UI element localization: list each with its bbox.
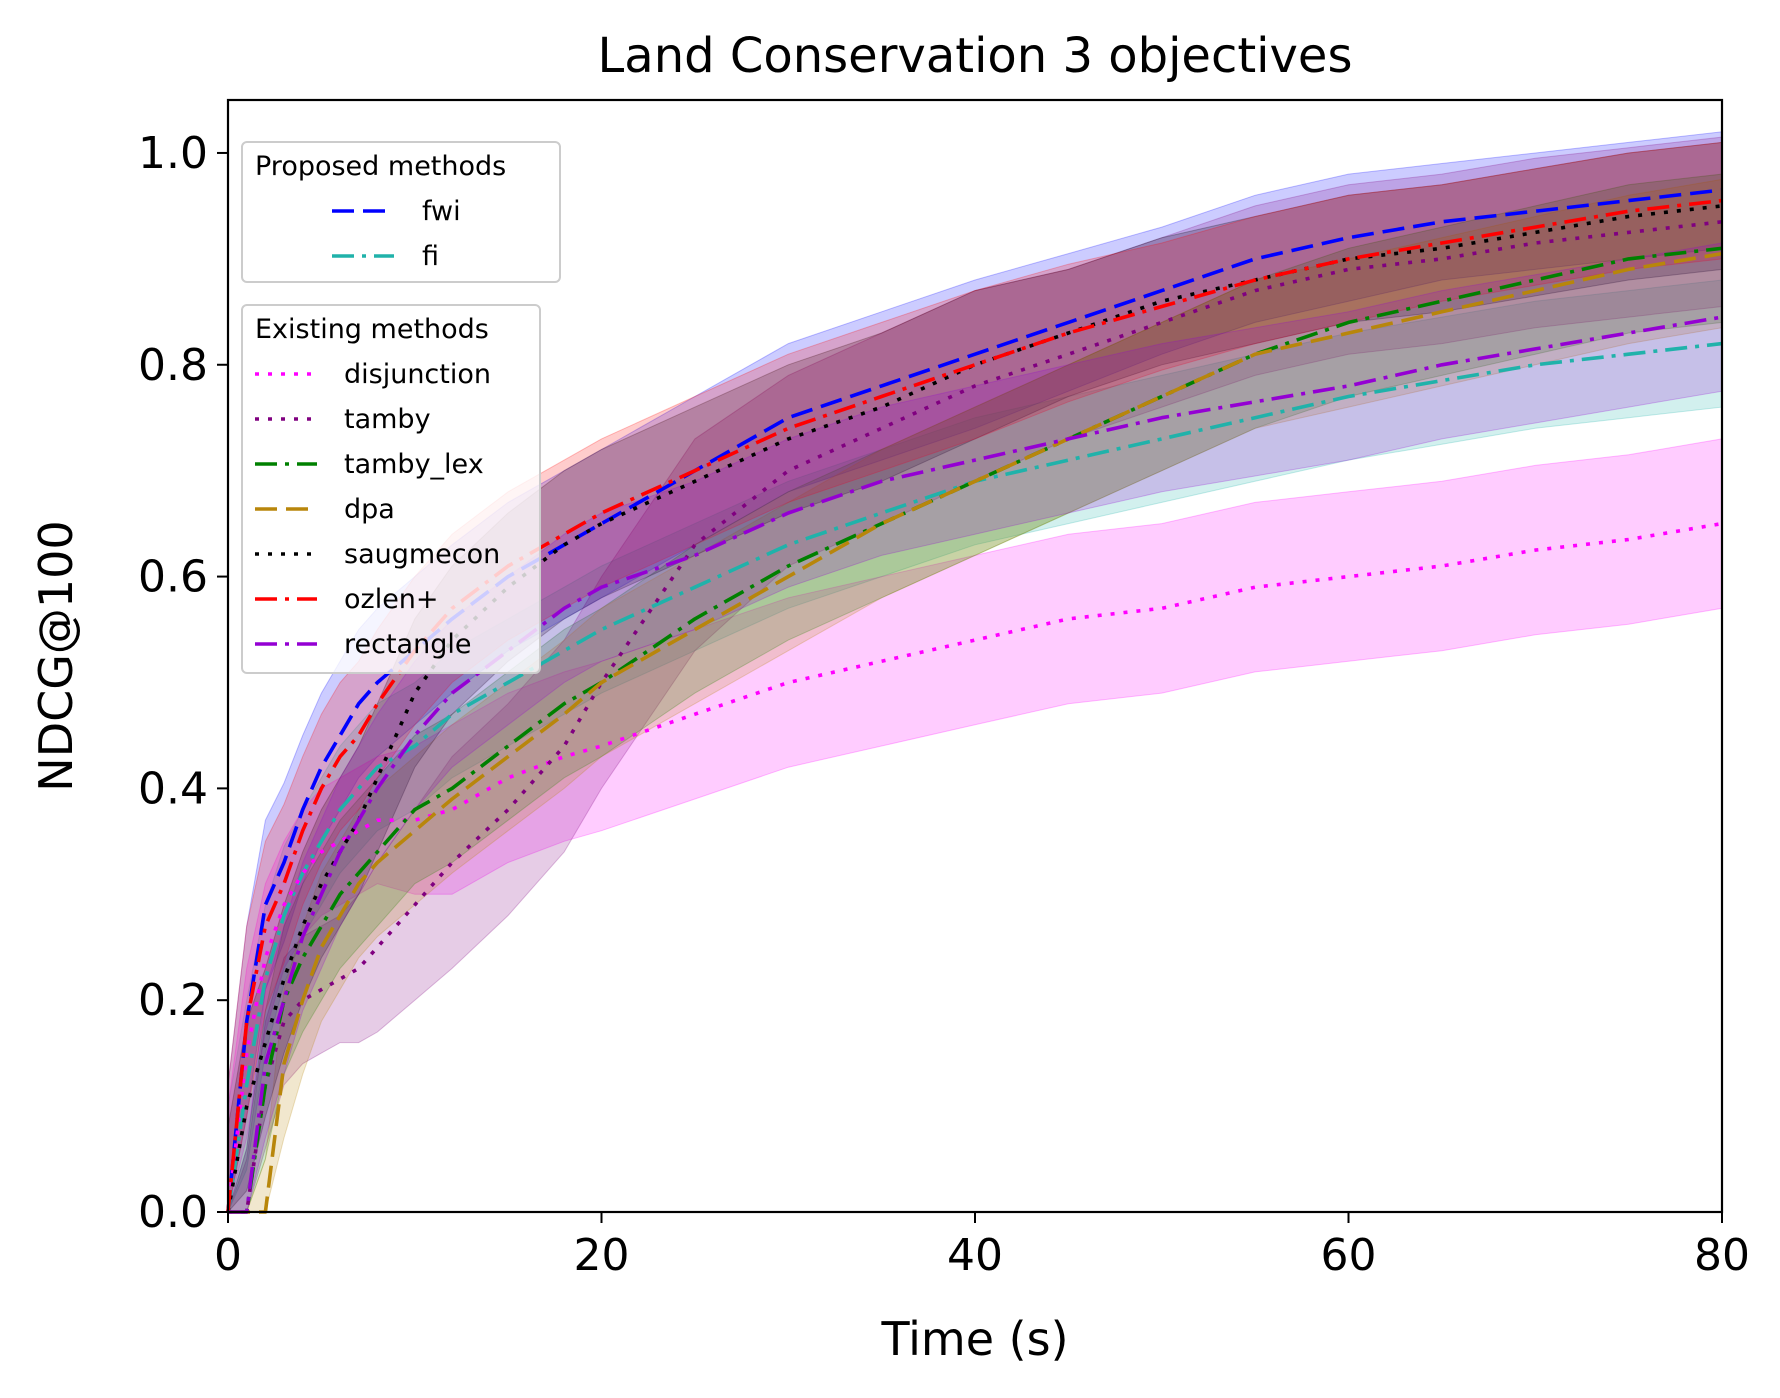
legend-title: Existing methods — [255, 314, 489, 345]
legend-label-ozlen+: ozlen+ — [344, 584, 439, 615]
legend-title: Proposed methods — [255, 151, 506, 182]
x-tick-label: 20 — [574, 1230, 630, 1281]
series-line-disjunction — [226, 521, 1723, 1213]
y-tick-label: 0.6 — [138, 552, 208, 603]
x-tick-label: 80 — [1694, 1230, 1750, 1281]
series-line-rectangle — [228, 315, 1723, 1214]
y-axis-ticks: 0.0 0.2 0.4 0.6 0.8 1.0 — [138, 128, 228, 1238]
legend-label-tamby_lex: tamby_lex — [344, 449, 484, 480]
x-axis-ticks: 0 20 40 60 80 — [214, 1212, 1750, 1281]
legend-label-dpa: dpa — [344, 494, 395, 525]
legend-label-fi: fi — [422, 241, 439, 272]
legend-box — [241, 141, 561, 283]
chart-title: Land Conservation 3 objectives — [598, 28, 1353, 84]
y-tick-label: 0.4 — [138, 763, 208, 814]
legend-existing: Existing methods disjunction tamby tamby_le… — [241, 304, 541, 674]
x-tick-label: 0 — [214, 1230, 242, 1281]
x-tick-label: 60 — [1321, 1230, 1377, 1281]
legend-label-fwi: fwi — [422, 196, 461, 227]
y-axis-label: NDCG@100 — [29, 520, 83, 791]
legends: Proposed methods fwi fi Existing methods dis… — [241, 141, 561, 674]
series-line-dpa — [228, 251, 1723, 1214]
legend-label-disjunction: disjunction — [344, 359, 491, 390]
series-line-ozlen+ — [226, 198, 1723, 1213]
legend-label-tamby: tamby — [344, 404, 431, 435]
legend-proposed: Proposed methods fwi fi — [241, 141, 561, 283]
y-tick-label: 0.2 — [138, 975, 208, 1026]
y-tick-label: 1.0 — [138, 128, 208, 179]
x-tick-label: 40 — [947, 1230, 1003, 1281]
legend-box — [241, 304, 541, 674]
y-tick-label: 0.0 — [138, 1187, 208, 1238]
series-lines — [226, 188, 1723, 1214]
series-line-fi — [226, 341, 1723, 1213]
series-line-fwi — [226, 188, 1723, 1213]
y-tick-label: 0.8 — [138, 340, 208, 391]
x-axis-label: Time (s) — [880, 1312, 1068, 1366]
series-line-tamby — [228, 220, 1723, 1214]
legend-label-rectangle: rectangle — [344, 629, 471, 660]
legend-label-saugmecon: saugmecon — [344, 539, 500, 570]
